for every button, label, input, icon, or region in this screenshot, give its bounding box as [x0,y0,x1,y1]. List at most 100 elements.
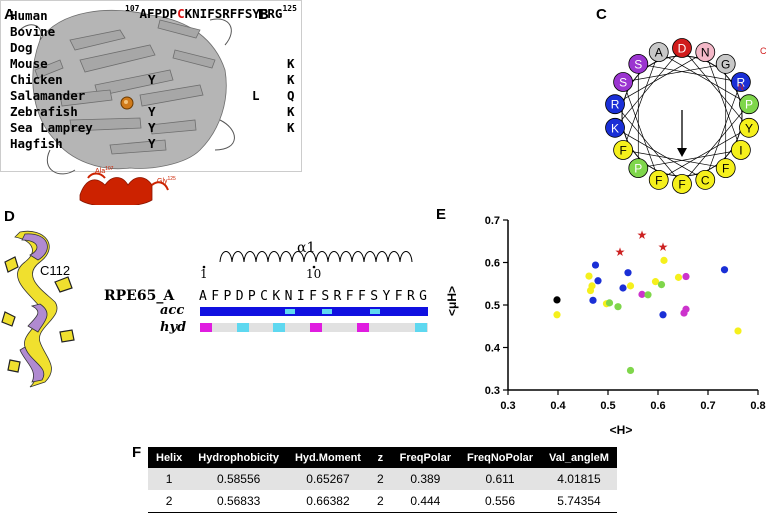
ala-label: Ala107 [95,166,114,175]
alignment-row-dog: Dog [10,40,33,55]
scatter-point [657,281,666,289]
wheel-residue-label: F [619,144,626,158]
scatter-point [674,273,683,281]
tick-10-label: 10 [306,267,321,281]
hagfish-substitution-y: Y [148,136,156,151]
hyd-label: hyd [160,320,186,335]
hydrophobic-moment-scatter: 0.3 0.4 0.5 0.6 0.7 0.8 0.3 0.4 0.5 0.6 0.7 ★ ★ ★ <H… [445,215,766,437]
scatter-point [638,290,646,298]
alignment-row-chicken: Chicken [10,72,63,87]
y-tick-label: 0.6 [485,258,500,270]
wheel-spoke [658,51,750,105]
scatter-point [553,311,561,319]
wheel-spoke [704,81,742,181]
scatter-point [659,311,667,319]
helix-properties-table: Helix Hydrophobicity Hyd.Moment z FreqPo… [148,447,617,513]
panel-label-f: F [132,444,142,461]
panel-label-a: A [4,6,15,23]
helix-cartoon-image: C112 [1,230,75,388]
scatter-point [619,284,627,292]
table-cell: 5.74354 [541,490,617,513]
wheel-residue-circle [715,158,736,178]
alignment-row-bovine: Bovine [10,24,56,39]
table-cell: 0.444 [391,490,460,513]
wheel-residue-label: C [701,173,710,187]
scatter-point [591,261,600,269]
wheel-residue-circle [672,38,692,58]
col-freq-nopolar: FreqNoPolar [459,447,542,468]
wheel-residue-label: A [655,46,663,60]
wheel-residue-label: G [721,57,730,71]
scatter-point [585,272,593,280]
arrowhead [677,148,687,157]
scatter-point [734,327,742,335]
wheel-residue-circle [613,140,634,160]
wheel-spoke [614,51,706,105]
salamander-substitution-q: Q [287,88,295,103]
wheel-spoke [681,103,750,185]
table-cell: 4.01815 [541,468,617,490]
panel-label-c: C [596,6,607,23]
y-tick-label: 0.5 [485,300,500,312]
wheel-spoke [623,149,726,169]
y-tick-label: 0.3 [485,385,500,397]
x-tick-label: 0.8 [750,400,765,412]
table-cell: 0.389 [391,468,460,490]
table-cell: 0.556 [459,490,542,513]
wheel-residue-label: F [722,162,729,176]
wheel-residue-label: S [619,76,627,90]
table-cell: 0.56833 [190,490,287,513]
x-axis-label: <H> [610,423,633,437]
scatter-point-star: ★ [637,228,648,242]
wheel-spoke [638,63,741,83]
wheel-residue-circle [628,158,649,178]
wheel-residue-label: K [611,121,619,135]
panel-label-e: E [436,206,447,223]
wheel-spoke [681,47,750,129]
chart-axes [507,220,758,391]
wheel-spoke [704,51,742,151]
human-sequence: 107AFPDPCKNIFSRFFSYFRG125 [125,4,297,21]
wheel-spoke [614,47,683,129]
alignment-row-sea-lamprey: Sea Lamprey [10,120,93,135]
wheel-residue-circle [648,42,669,63]
scatter-point [586,286,595,295]
wheel-residue-circle [605,117,625,138]
wheel-residue-circle [739,117,759,138]
table-cell: 0.611 [459,468,542,490]
table-cell: 2 [148,490,191,513]
wheel-residue-circle [739,94,759,115]
col-helix: Helix [148,447,191,468]
wheel-spoke [638,149,741,169]
wheel-residue-label: Y [745,121,753,135]
wheel-residue-label: N [701,46,710,60]
x-tick-label: 0.4 [550,400,566,412]
secondary-structure-panel: α1 1 10 RPE65_A AFPDPCKNIFSRFFSYFRG acc … [104,240,428,335]
table-cell: 0.58556 [190,468,287,490]
table-cell: 2 [368,490,392,513]
wheel-residue-circle [695,42,716,63]
col-z: z [368,447,392,468]
table-cell: 2 [368,468,392,490]
gly-label: Gly125 [157,176,176,185]
tick1-dot [202,265,206,269]
table-cell: 1 [148,468,191,490]
wheel-residue-label: R [611,98,620,112]
x-tick-label: 0.6 [650,400,665,412]
scatter-point [651,278,660,286]
wheel-residue-circle [672,174,692,194]
chart-ticks: 0.3 0.4 0.5 0.6 0.7 0.8 0.3 0.4 0.5 0.6 0.7 [485,215,766,412]
wheel-spoke [622,51,660,151]
sea-lamprey-substitution-k: K [287,120,295,135]
mouse-substitution: K [287,56,295,71]
scatter-point [605,299,614,307]
wheel-residue-circle [695,169,716,190]
helix-coil-glyph [219,251,413,263]
col-val-anglem: Val_angleM [541,447,617,468]
scatter-point [553,296,561,304]
table-cell: 0.65267 [286,468,369,490]
scatter-point [682,305,690,313]
wheel-residue-label: P [745,98,753,112]
acc-bar [200,307,428,316]
